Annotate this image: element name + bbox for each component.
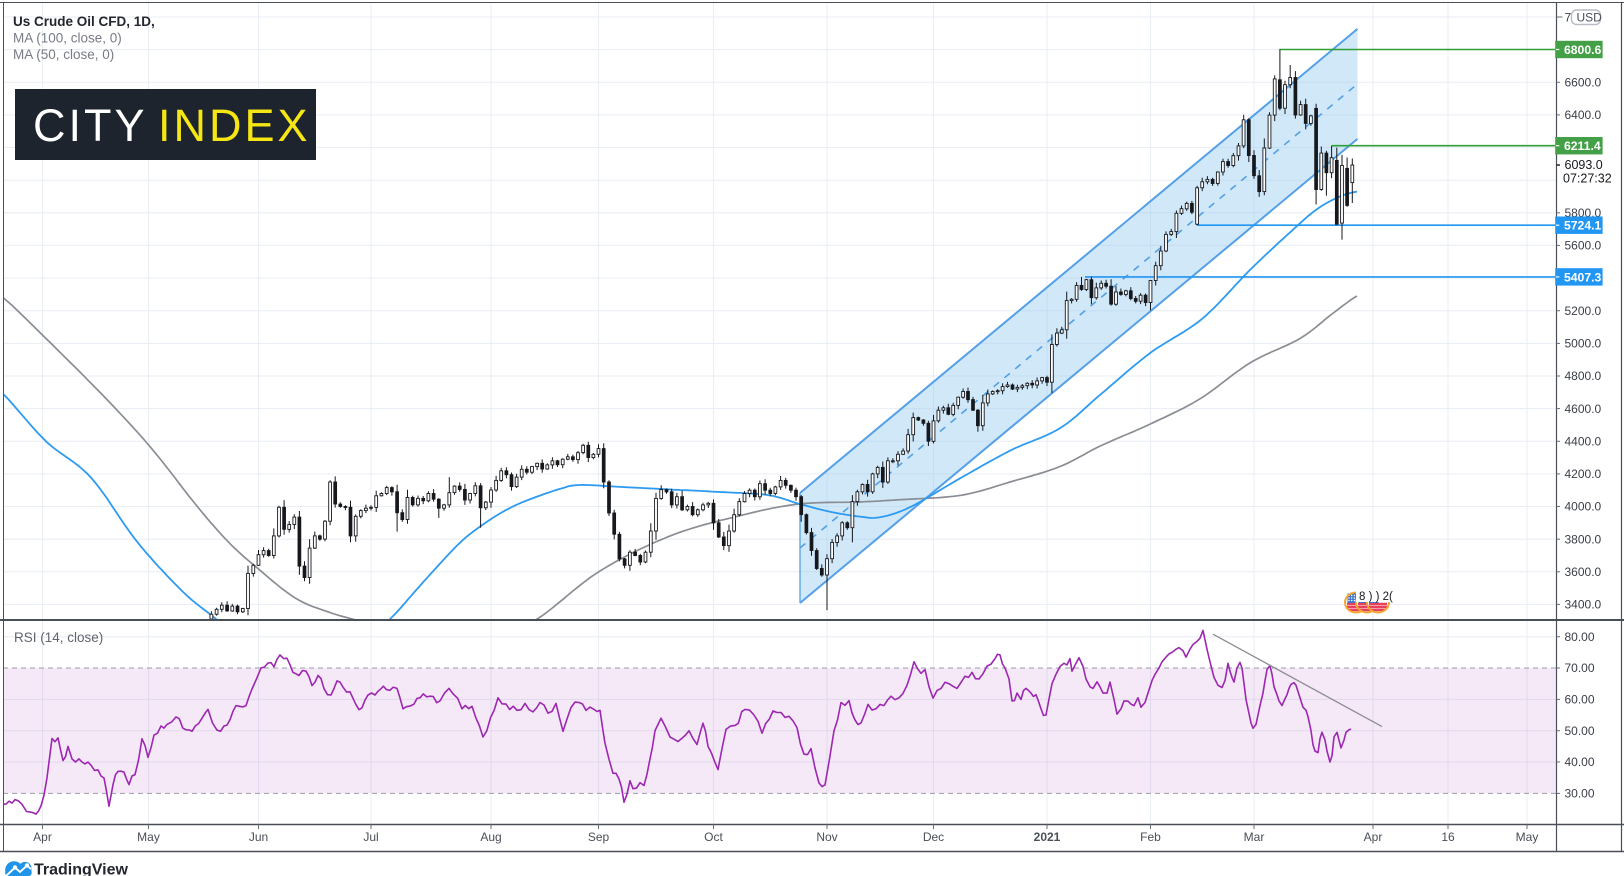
svg-text:RSI (14, close): RSI (14, close) — [14, 630, 103, 645]
svg-text:Us Crude Oil CFD, 1D,: Us Crude Oil CFD, 1D, — [13, 14, 155, 29]
svg-text:6600.0: 6600.0 — [1565, 76, 1602, 90]
svg-text:4000.0: 4000.0 — [1565, 500, 1602, 514]
svg-text:USD: USD — [1577, 11, 1603, 25]
svg-text:80.00: 80.00 — [1565, 630, 1595, 644]
svg-text:4200.0: 4200.0 — [1565, 467, 1602, 481]
svg-text:5200.0: 5200.0 — [1565, 304, 1602, 318]
svg-text:Jun: Jun — [249, 830, 268, 844]
svg-text:16: 16 — [1441, 830, 1455, 844]
svg-text:4600.0: 4600.0 — [1565, 402, 1602, 416]
svg-text:3800.0: 3800.0 — [1565, 532, 1602, 546]
svg-text:2021: 2021 — [1034, 830, 1061, 844]
svg-text:INDEX: INDEX — [158, 100, 311, 151]
svg-text:5000.0: 5000.0 — [1565, 337, 1602, 351]
svg-text:Apr: Apr — [1364, 830, 1383, 844]
svg-text:MA (100, close, 0): MA (100, close, 0) — [13, 31, 122, 46]
svg-text:May: May — [137, 830, 160, 844]
svg-text:May: May — [1516, 830, 1539, 844]
svg-text:6093.0: 6093.0 — [1565, 158, 1603, 172]
svg-text:6400.0: 6400.0 — [1565, 108, 1602, 122]
svg-text:30.00: 30.00 — [1565, 787, 1595, 801]
svg-text:4400.0: 4400.0 — [1565, 435, 1602, 449]
svg-text:Feb: Feb — [1140, 830, 1161, 844]
svg-text:TradingView: TradingView — [34, 862, 129, 876]
svg-text:4800.0: 4800.0 — [1565, 369, 1602, 383]
svg-text:3600.0: 3600.0 — [1565, 565, 1602, 579]
svg-text:40.00: 40.00 — [1565, 755, 1595, 769]
svg-text:Sep: Sep — [588, 830, 610, 844]
svg-text:70.00: 70.00 — [1565, 661, 1595, 675]
svg-text:07:27:32: 07:27:32 — [1563, 172, 1612, 186]
svg-text:6800.6: 6800.6 — [1564, 43, 1601, 57]
svg-text:50.00: 50.00 — [1565, 724, 1595, 738]
svg-text:Aug: Aug — [480, 830, 501, 844]
svg-text:Dec: Dec — [923, 830, 944, 844]
svg-text:5407.3: 5407.3 — [1564, 270, 1601, 284]
svg-text:5724.1: 5724.1 — [1564, 219, 1601, 233]
svg-text:MA (50, close, 0): MA (50, close, 0) — [13, 47, 114, 62]
svg-text:8 ) ) 2(: 8 ) ) 2( — [1359, 591, 1393, 603]
svg-text:Nov: Nov — [816, 830, 837, 844]
svg-text:60.00: 60.00 — [1565, 693, 1595, 707]
svg-text:3400.0: 3400.0 — [1565, 598, 1602, 612]
svg-text:Apr: Apr — [33, 830, 52, 844]
svg-text:5600.0: 5600.0 — [1565, 239, 1602, 253]
svg-text:CITY: CITY — [33, 100, 148, 151]
svg-text:Oct: Oct — [704, 830, 723, 844]
svg-text:Mar: Mar — [1244, 830, 1265, 844]
svg-text:6211.4: 6211.4 — [1564, 139, 1601, 153]
svg-text:Jul: Jul — [363, 830, 378, 844]
